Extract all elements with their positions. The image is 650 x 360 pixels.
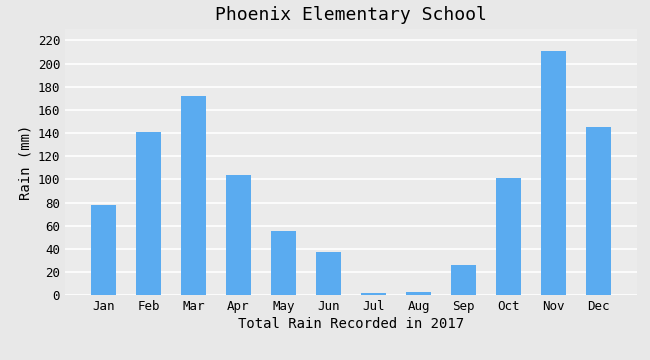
Bar	[271, 231, 296, 295]
Bar	[496, 178, 521, 295]
Y-axis label: Rain (mm): Rain (mm)	[18, 124, 32, 200]
Bar	[406, 292, 431, 295]
Bar	[316, 252, 341, 295]
Title: Phoenix Elementary School: Phoenix Elementary School	[215, 6, 487, 24]
X-axis label: Total Rain Recorded in 2017: Total Rain Recorded in 2017	[238, 317, 464, 331]
Bar	[226, 175, 251, 295]
Bar	[541, 51, 566, 295]
Bar	[451, 265, 476, 295]
Bar	[181, 96, 206, 295]
Bar	[136, 132, 161, 295]
Bar	[91, 205, 116, 295]
Bar	[586, 127, 611, 295]
Bar	[361, 293, 386, 295]
